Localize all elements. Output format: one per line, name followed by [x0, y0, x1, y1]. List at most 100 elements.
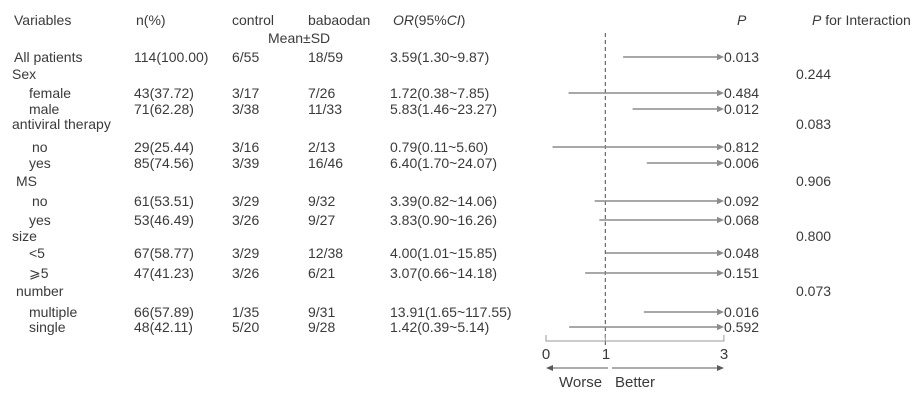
header-p: P — [737, 12, 747, 28]
row-label: male — [29, 101, 60, 117]
row-group-sex: Sex 0.244 — [0, 66, 921, 82]
worse-arrow-head — [546, 365, 553, 371]
row-label: All patients — [14, 49, 83, 65]
or-axis — [545, 335, 725, 342]
row-group-number: number 0.073 — [0, 283, 921, 299]
header-variables: Variables — [14, 12, 72, 28]
n-pct-value: 43(37.72) — [134, 85, 194, 101]
row-label: <5 — [29, 245, 45, 261]
p-value: 0.092 — [724, 193, 760, 209]
p-interaction-value: 0.083 — [796, 116, 832, 132]
p-value: 0.012 — [724, 101, 760, 117]
n-pct-value: 71(62.28) — [134, 101, 194, 117]
n-pct-value: 47(41.23) — [134, 265, 194, 281]
p-value: 0.592 — [724, 319, 760, 335]
row-antiviral-yes: yes 85(74.56) 3/39 16/46 6.40(1.70~24.07… — [0, 155, 921, 171]
row-number-multiple: multiple 66(57.89) 1/35 9/31 13.91(1.65~… — [0, 304, 921, 320]
n-pct-value: 67(58.77) — [134, 245, 194, 261]
control-value: 3/16 — [232, 139, 260, 155]
n-pct-value: 66(57.89) — [134, 304, 194, 320]
axis-tick-3: 3 — [719, 346, 729, 363]
p-interaction-value: 0.073 — [796, 283, 832, 299]
p-value: 0.006 — [724, 155, 760, 171]
or-ci-value: 0.79(0.11~5.60) — [390, 139, 489, 155]
control-value: 5/20 — [232, 319, 260, 335]
babaodan-value: 11/33 — [308, 101, 342, 117]
or-ci-value: 3.59(1.30~9.87) — [390, 49, 490, 65]
n-pct-value: 53(46.49) — [134, 212, 194, 228]
row-label: female — [29, 85, 72, 101]
group-label: antiviral therapy — [12, 116, 111, 132]
p-value: 0.484 — [724, 85, 760, 101]
worse-label: Worse — [559, 374, 603, 391]
babaodan-value: 2/13 — [308, 139, 336, 155]
or-ci-value: 13.91(1.65~117.55) — [390, 304, 512, 320]
control-value: 3/26 — [232, 212, 260, 228]
header-or-italic: OR — [393, 12, 414, 28]
babaodan-value: 9/28 — [308, 319, 336, 335]
row-label: no — [32, 193, 48, 209]
header-or-ci: OR(95%CI) — [393, 12, 465, 28]
control-value: 6/55 — [232, 49, 260, 65]
group-label: size — [12, 228, 37, 244]
row-label: no — [32, 139, 48, 155]
or-ci-value: 6.40(1.70~24.07) — [390, 155, 498, 171]
or-ci-value: 1.42(0.39~5.14) — [390, 319, 490, 335]
row-size-ge5: ⩾5 47(41.23) 3/26 6/21 3.07(0.66~14.18) … — [0, 265, 921, 281]
row-label: yes — [29, 212, 51, 228]
n-pct-value: 48(42.11) — [134, 319, 193, 335]
row-male: male 71(62.28) 3/38 11/33 5.83(1.46~23.2… — [0, 101, 921, 117]
header-babaodan: babaodan — [308, 12, 371, 28]
p-interaction-value: 0.800 — [796, 228, 832, 244]
p-value: 0.016 — [724, 304, 760, 320]
row-antiviral-no: no 29(25.44) 3/16 2/13 0.79(0.11~5.60) 0… — [0, 139, 921, 155]
row-label: yes — [29, 155, 51, 171]
n-pct-value: 114(100.00) — [134, 49, 209, 65]
or-ci-value: 3.83(0.90~16.26) — [390, 212, 498, 228]
babaodan-value: 16/46 — [308, 155, 344, 171]
row-group-antiviral-therapy: antiviral therapy 0.083 — [0, 116, 921, 132]
header-control: control — [232, 12, 275, 28]
header-p-interaction-p: P — [812, 12, 822, 28]
header-or-open: (95% — [414, 12, 447, 28]
header-p-interaction-rest: for Interaction — [821, 12, 911, 28]
p-value: 0.013 — [724, 49, 760, 65]
header-p-interaction: P for Interaction — [812, 12, 911, 28]
babaodan-value: 6/21 — [308, 265, 336, 281]
p-value: 0.151 — [724, 265, 760, 281]
row-ms-no: no 61(53.51) 3/29 9/32 3.39(0.82~14.06) … — [0, 193, 921, 209]
row-female: female 43(37.72) 3/17 7/26 1.72(0.38~7.8… — [0, 85, 921, 101]
or-ci-value: 1.72(0.38~7.85) — [390, 85, 490, 101]
row-number-single: single 48(42.11) 5/20 9/28 1.42(0.39~5.1… — [0, 319, 921, 335]
or-ci-value: 3.07(0.66~14.18) — [390, 265, 498, 281]
p-value: 0.048 — [724, 245, 760, 261]
n-pct-value: 61(53.51) — [134, 193, 194, 209]
control-value: 1/35 — [232, 304, 260, 320]
or-ci-value: 3.39(0.82~14.06) — [390, 193, 498, 209]
babaodan-value: 7/26 — [308, 85, 336, 101]
control-value: 3/39 — [232, 155, 260, 171]
control-value: 3/38 — [232, 101, 260, 117]
row-label: single — [29, 319, 66, 335]
header-or-close: ) — [460, 12, 466, 28]
row-group-size: size 0.800 — [0, 228, 921, 244]
header-n-pct: n(%) — [136, 12, 166, 28]
n-pct-value: 85(74.56) — [134, 155, 194, 171]
control-value: 3/26 — [232, 265, 260, 281]
babaodan-value: 9/32 — [308, 193, 336, 209]
p-interaction-value: 0.906 — [796, 173, 832, 189]
row-size-lt5: <5 67(58.77) 3/29 12/38 4.00(1.01~15.85)… — [0, 245, 921, 261]
axis-tick-1: 1 — [601, 346, 611, 363]
or-ci-value: 5.83(1.46~23.27) — [390, 101, 498, 117]
header-ci-italic: CI — [446, 12, 461, 28]
row-group-ms: MS 0.906 — [0, 173, 921, 189]
row-all-patients: All patients 114(100.00) 6/55 18/59 3.59… — [0, 49, 921, 65]
babaodan-value: 9/31 — [308, 304, 336, 320]
better-label: Better — [615, 374, 656, 391]
babaodan-value: 18/59 — [308, 49, 344, 65]
babaodan-value: 9/27 — [308, 212, 336, 228]
group-label: Sex — [12, 66, 37, 82]
n-pct-value: 29(25.44) — [134, 139, 194, 155]
row-label: multiple — [29, 304, 78, 320]
control-value: 3/17 — [232, 85, 260, 101]
